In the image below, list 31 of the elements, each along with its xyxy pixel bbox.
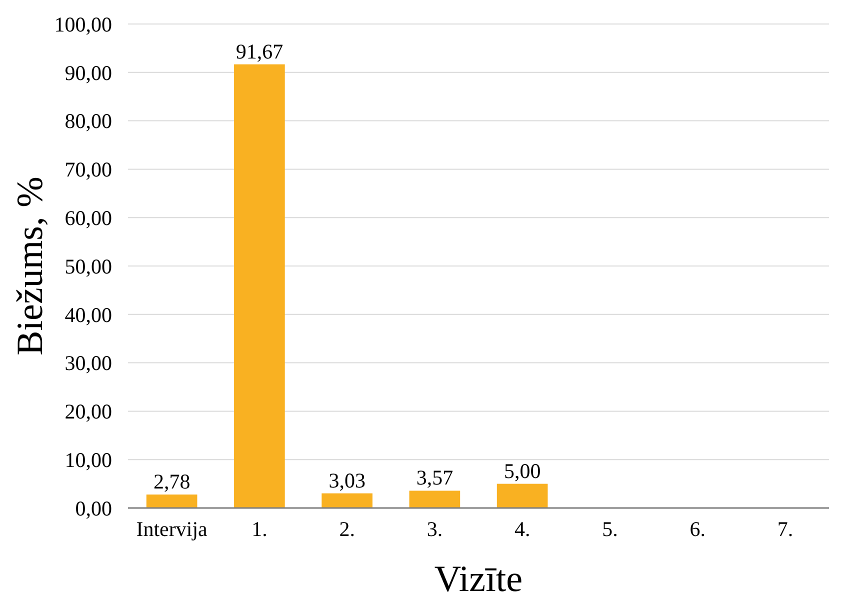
y-tick-label: 100,00 [54,12,112,36]
y-tick-label: 90,00 [64,60,112,85]
y-tick-label: 10,00 [64,448,112,472]
data-label: 2,78 [153,470,190,494]
x-tick-label: 5. [602,517,618,541]
x-tick-label: 7. [777,517,794,541]
y-tick-label: 60,00 [64,206,112,230]
bar [146,494,198,508]
x-axis-title: Vizīte [434,559,523,600]
data-label: 3,57 [416,466,454,490]
bar [409,490,460,508]
x-tick-label: 4. [514,517,530,541]
y-tick-label: 0,00 [75,496,112,520]
x-tick-label: Intervija [136,517,208,541]
y-tick-label: 30,00 [64,351,112,376]
x-tick-label: 3. [426,517,443,541]
data-label: 5,00 [504,458,541,483]
bar [496,484,548,508]
y-axis-title: Biežums, % [10,176,51,356]
y-tick-label: 50,00 [64,254,112,278]
x-tick-label: 2. [339,517,355,541]
y-tick-label: 70,00 [64,158,112,182]
bar [322,493,372,508]
y-tick-label: 20,00 [64,400,112,424]
y-tick-label: 80,00 [64,109,112,134]
x-tick-label: 1. [252,517,268,541]
bar [234,64,285,508]
data-label: 3,03 [328,468,366,492]
data-label: 91,67 [236,39,284,64]
y-tick-label: 40,00 [64,302,112,327]
x-tick-label: 6. [690,517,706,541]
